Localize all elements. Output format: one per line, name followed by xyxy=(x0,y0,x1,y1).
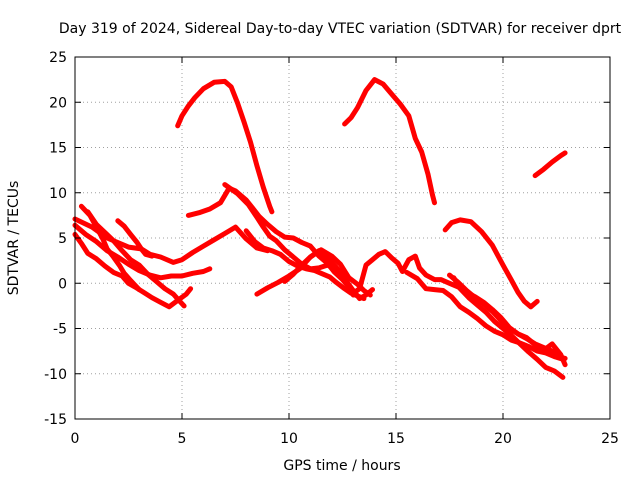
y-tick-label: 0 xyxy=(58,276,67,292)
y-tick-label: 25 xyxy=(49,50,67,66)
series-line-arc-13 xyxy=(342,77,437,206)
series-line-arc-19 xyxy=(532,150,568,179)
x-tick-label: 5 xyxy=(178,431,187,447)
series-line-arc-12 xyxy=(282,248,345,284)
series-line-arc-5 xyxy=(85,209,187,309)
series-line-arc-18 xyxy=(447,272,568,368)
x-tick-label: 20 xyxy=(494,431,512,447)
series-group xyxy=(72,77,568,380)
series-line-arc-15 xyxy=(404,269,566,362)
y-tick-label: -5 xyxy=(53,322,67,338)
series-line-arc-7 xyxy=(175,78,275,215)
x-tick-label: 25 xyxy=(601,431,619,447)
x-axis-title: GPS time / hours xyxy=(283,458,400,474)
y-axis-title: SDTVAR / TECUs xyxy=(6,181,22,296)
y-tick-label: 20 xyxy=(49,95,67,111)
series-line-arc-10 xyxy=(243,228,367,302)
x-tick-label: 0 xyxy=(71,431,80,447)
series-line-arc-17 xyxy=(451,275,566,380)
y-tick-label: 15 xyxy=(49,141,67,157)
series-line-arc-16 xyxy=(442,217,540,310)
y-tick-label: 10 xyxy=(49,186,67,202)
axes: 0 5 10 15 20 25 -15 -10 -5 0 5 10 15 20 25 xyxy=(44,50,619,447)
y-tick-label: -10 xyxy=(44,367,67,383)
x-tick-label: 10 xyxy=(280,431,298,447)
y-tick-label: -15 xyxy=(44,412,67,428)
series-line-arc-6 xyxy=(115,218,155,259)
x-tick-label: 15 xyxy=(387,431,405,447)
y-tick-label: 5 xyxy=(58,231,67,247)
chart-title: Day 319 of 2024, Sidereal Day-to-day VTE… xyxy=(59,21,622,37)
